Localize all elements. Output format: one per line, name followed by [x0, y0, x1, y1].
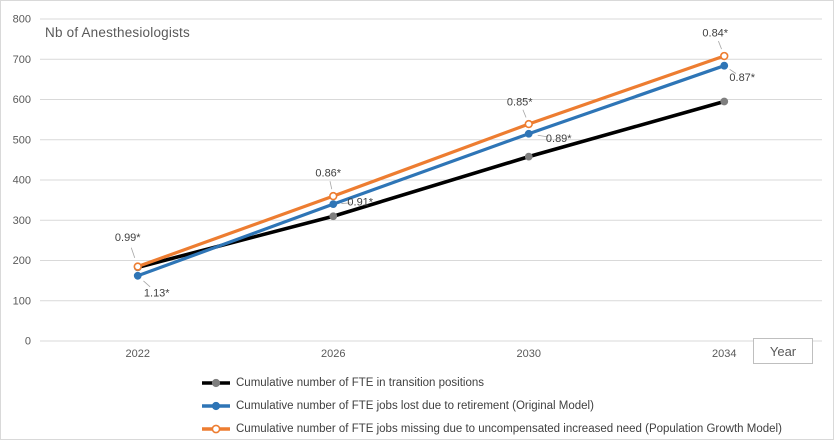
data-label-leader-line — [130, 247, 136, 258]
x-axis-tick-label: 2022 — [126, 348, 150, 360]
retirement-series-swatch-icon — [202, 401, 230, 410]
y-axis-tick-label: 500 — [13, 134, 31, 146]
data-point-marker-population-growth — [524, 119, 533, 129]
legend: Cumulative number of FTE in transition p… — [201, 371, 782, 440]
data-label: 0.87* — [729, 72, 755, 84]
y-axis-tick-label: 800 — [13, 14, 31, 26]
data-point-marker-transition — [524, 152, 533, 161]
y-axis-tick-label: 600 — [13, 94, 31, 106]
data-label-leader-line — [143, 280, 151, 288]
series-line-retirement — [136, 64, 726, 278]
x-axis-tick-label: 2034 — [712, 348, 736, 360]
population-growth-series-swatch-icon — [202, 424, 230, 433]
data-label-leader-line — [341, 202, 351, 204]
data-label-leader-line — [729, 68, 737, 74]
y-axis-tick-label: 400 — [13, 175, 31, 187]
legend-label-transition: Cumulative number of FTE in transition p… — [236, 376, 484, 389]
data-label: 1.13* — [144, 287, 170, 299]
legend-label-retirement: Cumulative number of FTE jobs lost due t… — [236, 399, 594, 412]
chart-title: Nb of Anesthesiologists — [45, 25, 190, 40]
x-axis-title-box: Year — [753, 338, 813, 364]
data-point-marker-retirement — [329, 200, 338, 209]
series-line-population-growth — [136, 54, 726, 269]
x-axis-tick-label: 2030 — [517, 348, 541, 360]
data-label-leader-line — [537, 134, 549, 138]
y-axis-tick-label: 300 — [13, 215, 31, 227]
legend-item-population-growth: Cumulative number of FTE jobs missing du… — [201, 417, 782, 440]
data-point-marker-population-growth — [133, 262, 142, 271]
y-axis-tick-label: 0 — [25, 336, 31, 348]
data-label-leader-line — [329, 181, 333, 190]
data-point-marker-retirement — [133, 271, 142, 280]
data-label-leader-line — [522, 109, 527, 118]
y-axis-tick-label: 700 — [13, 54, 31, 66]
data-label: 0.85* — [507, 97, 533, 109]
data-point-marker-transition — [329, 212, 338, 221]
data-label: 0.99* — [115, 232, 141, 244]
legend-item-retirement: Cumulative number of FTE jobs lost due t… — [201, 394, 782, 417]
x-axis-title: Year — [769, 343, 797, 359]
data-label: 0.89* — [546, 133, 572, 145]
y-axis-tick-label: 200 — [13, 255, 31, 267]
data-label: 0.84* — [702, 28, 728, 40]
data-label: 0.91* — [347, 197, 373, 209]
legend-label-population-growth: Cumulative number of FTE jobs missing du… — [236, 422, 782, 435]
data-point-marker-population-growth — [720, 51, 729, 61]
data-point-marker-retirement — [720, 61, 729, 70]
transition-series-swatch-icon — [202, 378, 230, 387]
legend-item-transition: Cumulative number of FTE in transition p… — [201, 371, 782, 394]
data-label: 0.86* — [315, 168, 341, 180]
data-point-marker-transition — [720, 97, 729, 106]
data-label-leader-line — [718, 40, 722, 50]
data-point-marker-population-growth — [329, 191, 338, 201]
data-point-marker-retirement — [524, 129, 533, 138]
x-axis-tick-label: 2026 — [321, 348, 345, 360]
series-line-transition — [135, 99, 727, 270]
y-axis-tick-label: 100 — [13, 295, 31, 307]
